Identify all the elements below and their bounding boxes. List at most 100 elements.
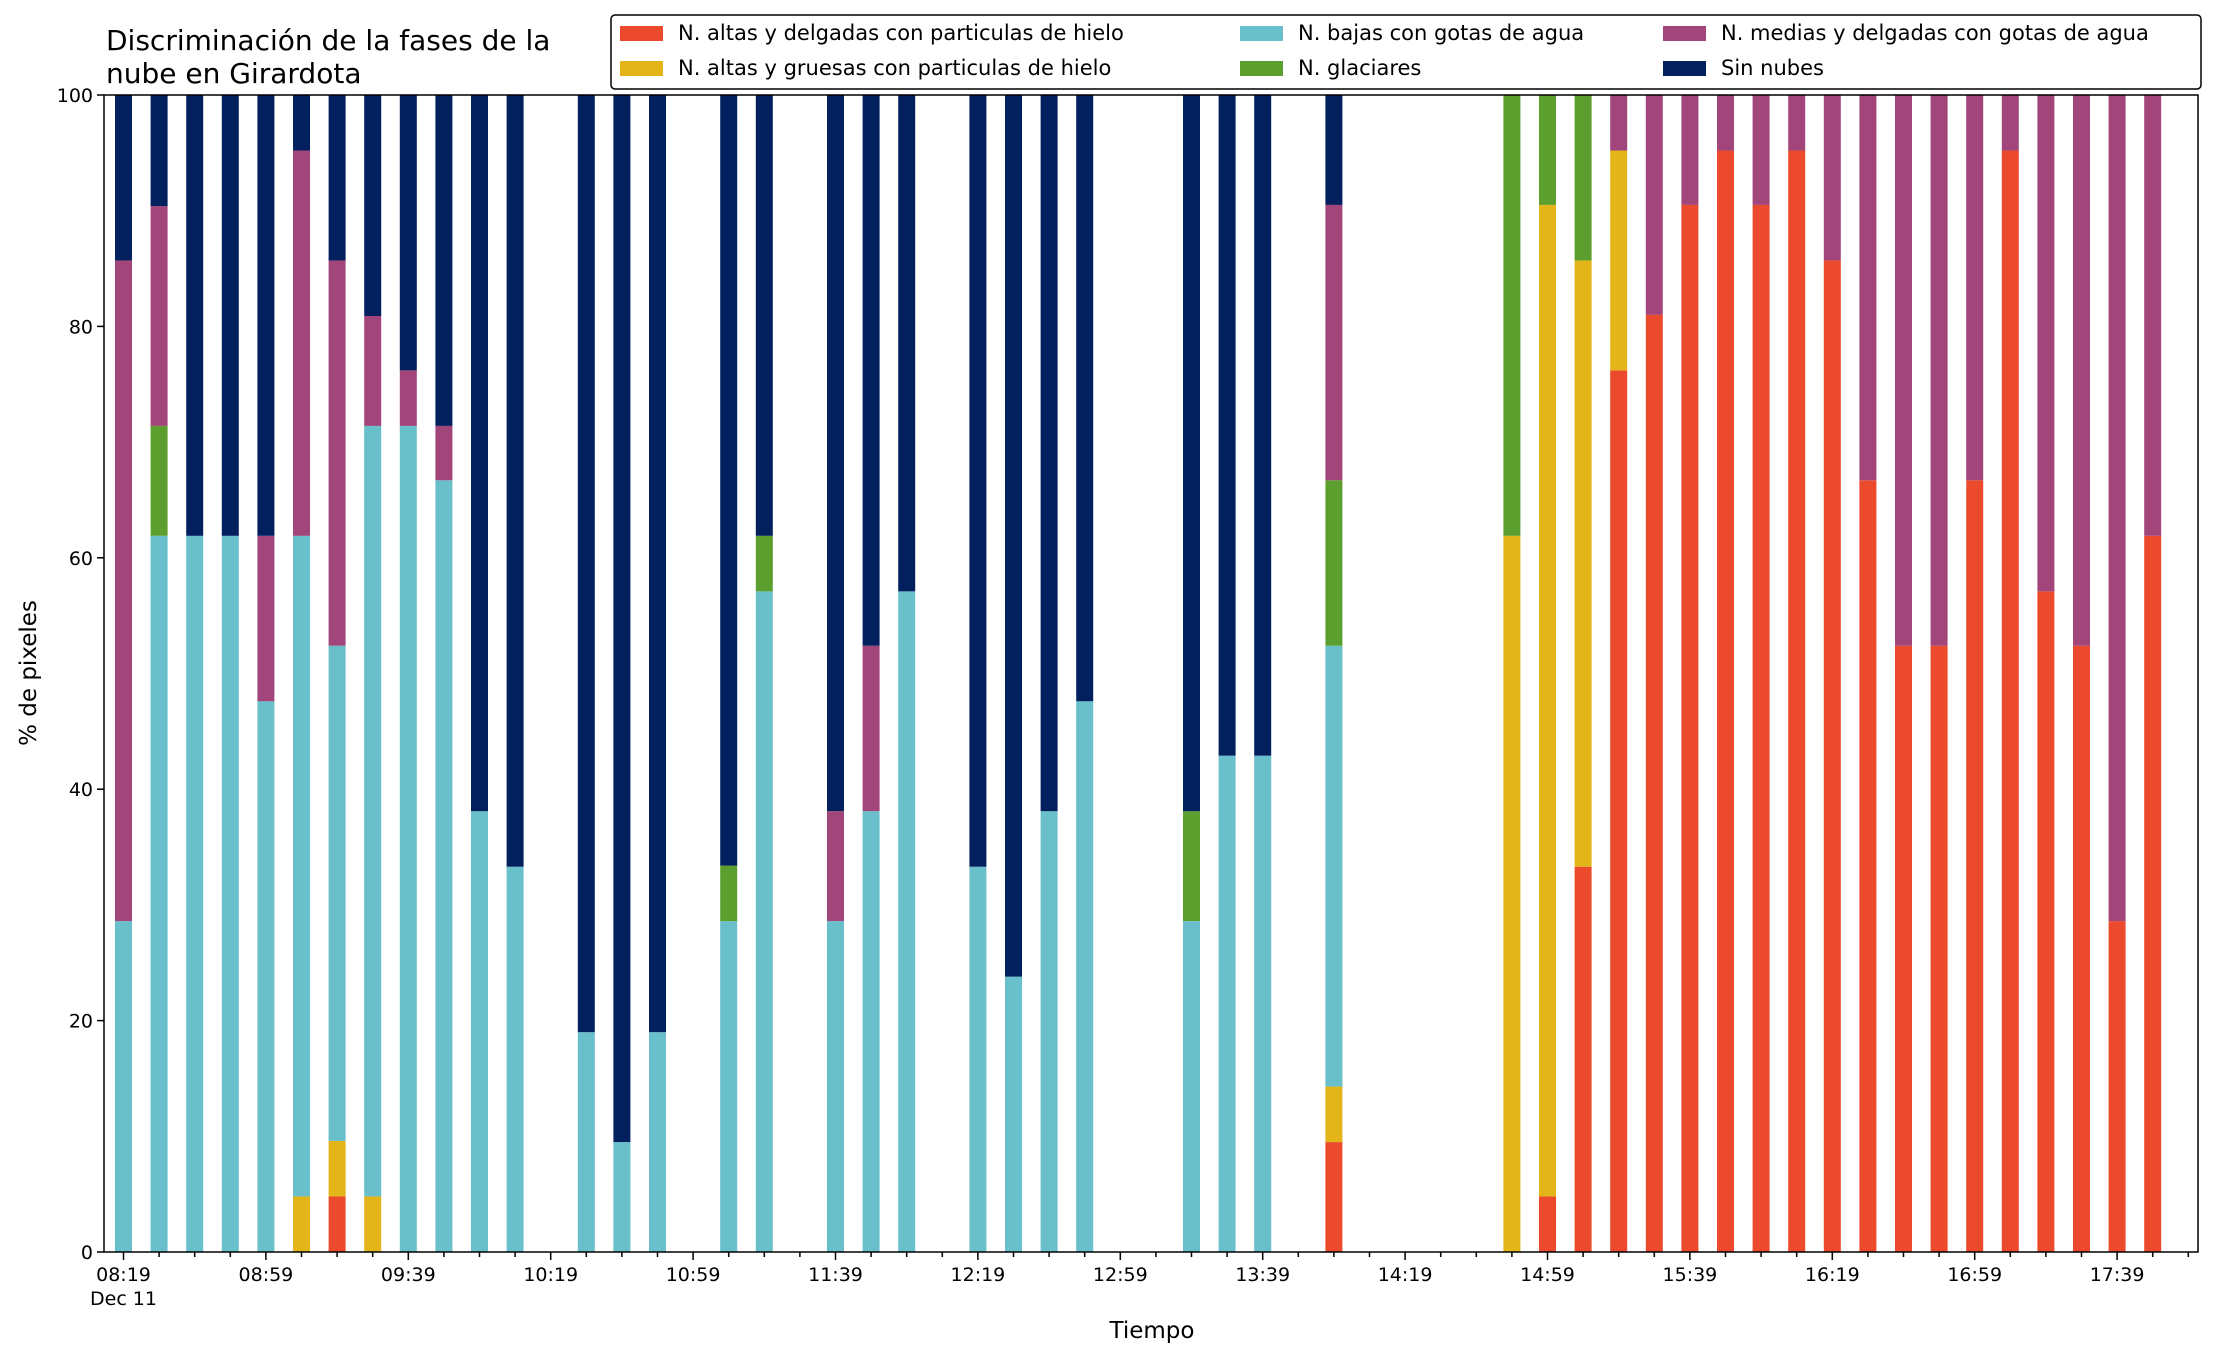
- bar-segment-sin-nubes: [364, 95, 382, 316]
- bar-segment-bajas: [720, 921, 738, 1252]
- bar-segment-medias: [862, 645, 880, 812]
- bar-segment-altas-delgadas: [1681, 204, 1699, 1252]
- bar-segment-glaciares: [1503, 95, 1521, 536]
- y-axis: 0 20 40 60 80 100: [57, 85, 104, 1264]
- bar-segment-medias: [1752, 95, 1770, 205]
- bar-segment-glaciares: [1574, 95, 1592, 261]
- legend-label: N. altas y gruesas con particulas de hie…: [678, 56, 1111, 80]
- bar-segment-altas-delgadas: [2001, 150, 2019, 1252]
- bar-segment-bajas: [506, 866, 524, 1252]
- bar-segment-medias: [1717, 95, 1734, 151]
- bar-segment-altas-gruesas: [293, 1196, 310, 1252]
- bar-segment-sin-nubes: [969, 95, 987, 867]
- legend-label: N. altas y delgadas con particulas de hi…: [678, 21, 1124, 45]
- bar-segment-altas-delgadas: [2037, 591, 2055, 1252]
- bar-segment-bajas: [150, 535, 168, 1252]
- bar-segment-glaciares: [1325, 480, 1343, 646]
- bar-segment-bajas: [1076, 701, 1094, 1252]
- bar-segment-medias: [1823, 95, 1841, 261]
- bar-segment-altas-delgadas: [1645, 314, 1663, 1253]
- bar-segment-bajas: [186, 535, 204, 1252]
- x-tick-label: 10:19: [523, 1264, 578, 1286]
- bar-segment-medias: [293, 150, 310, 536]
- bar-segment-altas-delgadas: [1325, 1142, 1343, 1252]
- bar-segment-bajas: [399, 425, 417, 1252]
- bar-segment-altas-gruesas: [328, 1140, 346, 1197]
- legend-swatch: [1240, 61, 1283, 76]
- bar-segment-sin-nubes: [1183, 95, 1200, 812]
- x-tick-label: 09:39: [381, 1264, 436, 1286]
- bar-segment-glaciares: [755, 535, 773, 592]
- legend-swatch: [1240, 26, 1283, 41]
- y-tick-label: 80: [69, 316, 93, 338]
- bar-segment-sin-nubes: [435, 95, 453, 426]
- bar-segment-sin-nubes: [115, 95, 132, 261]
- bar-segment-sin-nubes: [1076, 95, 1094, 702]
- bar-segment-bajas: [755, 591, 773, 1252]
- bar-segment-bajas: [862, 811, 880, 1252]
- legend-swatch: [1663, 61, 1706, 76]
- bar-segment-glaciares: [720, 865, 738, 922]
- legend-swatch: [620, 26, 663, 41]
- bar-segment-bajas: [221, 535, 239, 1252]
- bar-segment-medias: [1325, 204, 1343, 481]
- bar-segment-altas-delgadas: [1610, 370, 1628, 1252]
- bar-segment-bajas: [1040, 811, 1058, 1252]
- bar-segment-bajas: [1005, 976, 1022, 1252]
- bar-segment-sin-nubes: [1040, 95, 1058, 812]
- y-axis-label: % de pixeles: [16, 600, 42, 746]
- bar-segment-altas-delgadas: [1788, 150, 1806, 1252]
- bar-segment-altas-delgadas: [1895, 645, 1912, 1252]
- bar-segment-bajas: [613, 1142, 631, 1252]
- y-tick-label: 100: [57, 85, 93, 107]
- bar-segment-sin-nubes: [577, 95, 595, 1033]
- bar-segment-sin-nubes: [257, 95, 275, 536]
- bar-segment-bajas: [364, 425, 382, 1197]
- bar-segment-glaciares: [1539, 95, 1556, 205]
- bar-segment-bajas: [1183, 921, 1200, 1252]
- bar-segment-medias: [1859, 95, 1877, 481]
- bar-segment-bajas: [471, 811, 488, 1252]
- bar-segment-altas-gruesas: [364, 1196, 382, 1252]
- legend-label: N. bajas con gotas de agua: [1298, 21, 1584, 45]
- chart-title-line-1: Discriminación de la fases de la: [106, 24, 550, 57]
- bar-segment-medias: [1610, 95, 1628, 151]
- legend-swatch: [620, 61, 663, 76]
- bar-segment-bajas: [1218, 755, 1236, 1252]
- bar-segment-altas-delgadas: [2073, 645, 2090, 1252]
- bar-segment-sin-nubes: [186, 95, 204, 536]
- bar-segment-bajas: [1325, 645, 1343, 1087]
- bar-segment-glaciares: [150, 425, 168, 536]
- bar-segment-bajas: [328, 645, 346, 1141]
- bar-segment-altas-delgadas: [2144, 535, 2162, 1252]
- legend-label: N. medias y delgadas con gotas de agua: [1721, 21, 2149, 45]
- bar-segment-bajas: [257, 701, 275, 1252]
- x-axis: 08:19 08:59 09:39 10:19 10:59 11:39 12:19 12:59…: [90, 1252, 2190, 1310]
- bar-segment-medias: [435, 425, 453, 481]
- bar-segment-glaciares: [1183, 811, 1200, 922]
- bar-segment-bajas: [969, 866, 987, 1252]
- y-tick-label: 40: [69, 779, 93, 801]
- x-tick-label: 11:39: [808, 1264, 863, 1286]
- bar-segment-bajas: [1254, 755, 1272, 1252]
- bar-segment-altas-delgadas: [1966, 480, 1984, 1252]
- bar-segment-sin-nubes: [471, 95, 488, 812]
- legend-box: [610, 14, 2202, 90]
- x-tick-label: 14:59: [1520, 1264, 1575, 1286]
- bars-group: [115, 95, 2162, 1253]
- bar-segment-medias: [827, 811, 844, 922]
- bar-segment-sin-nubes: [1005, 95, 1022, 977]
- x-tick-label: 08:59: [239, 1264, 294, 1286]
- bar-segment-sin-nubes: [150, 95, 168, 207]
- bar-segment-bajas: [577, 1032, 595, 1252]
- bar-segment-medias: [2073, 95, 2090, 646]
- bar-segment-sin-nubes: [1254, 95, 1272, 756]
- bar-segment-altas-delgadas: [2108, 921, 2126, 1252]
- bar-segment-sin-nubes: [827, 95, 844, 812]
- y-tick-label: 60: [69, 548, 93, 570]
- bar-segment-sin-nubes: [720, 95, 738, 866]
- bar-segment-altas-delgadas: [1752, 204, 1770, 1252]
- bar-segment-medias: [1930, 95, 1948, 646]
- bar-segment-bajas: [649, 1032, 666, 1252]
